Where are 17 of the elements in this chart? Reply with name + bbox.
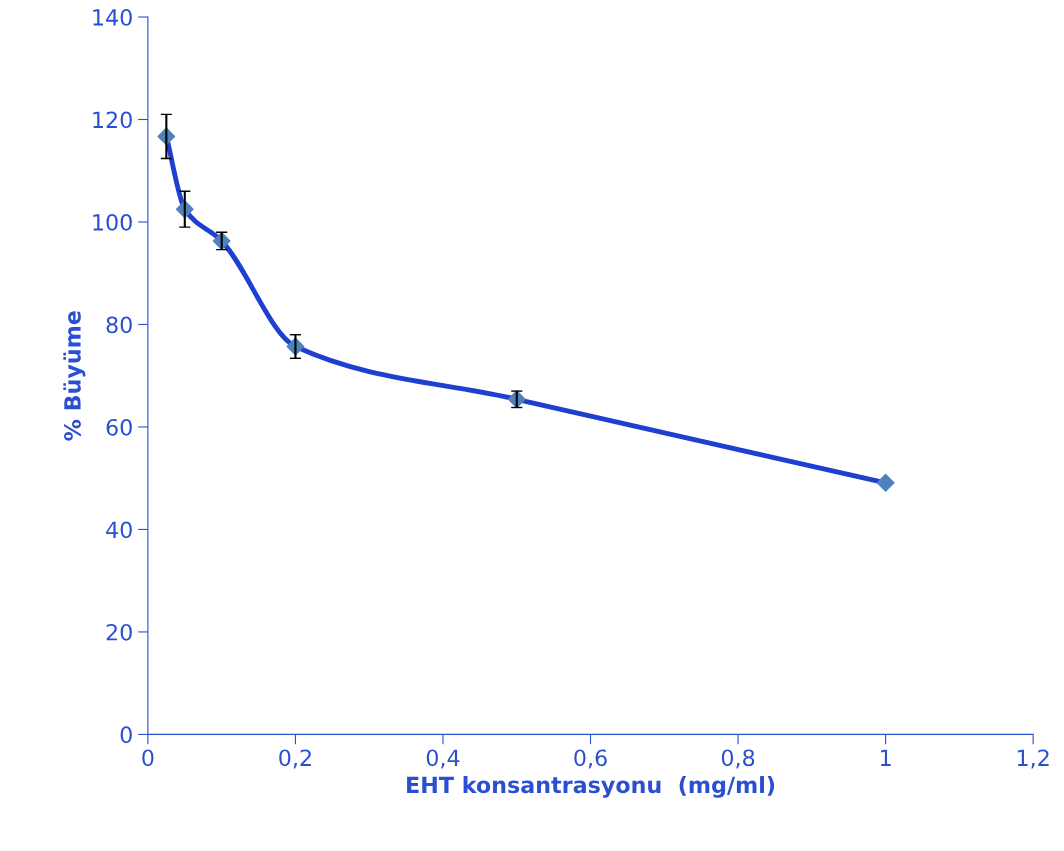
x-tick-label: 0,4 [426, 749, 460, 769]
y-tick-label: 140 [93, 8, 132, 26]
y-tick-label: 20 [106, 623, 132, 641]
y-tick-label: 100 [93, 213, 132, 231]
x-tick-label: 0,2 [279, 749, 311, 769]
x-tick-label: 0,6 [574, 749, 607, 769]
x-tick-label: 1 [880, 749, 891, 766]
x-tick-label: 1,2 [1017, 749, 1049, 769]
y-axis-title: % Büyüme [63, 311, 86, 441]
x-axis-title: EHT konsantrasyonu (mg/ml) [407, 776, 775, 798]
y-tick-label: 120 [93, 111, 132, 129]
y-tick-label: 0 [120, 726, 132, 744]
x-tick-label: 0,8 [721, 749, 755, 769]
y-tick-label: 40 [106, 521, 132, 539]
x-tick-label: 0 [142, 749, 154, 767]
y-tick-label: 60 [106, 418, 132, 436]
y-tick-label: 80 [106, 316, 132, 334]
